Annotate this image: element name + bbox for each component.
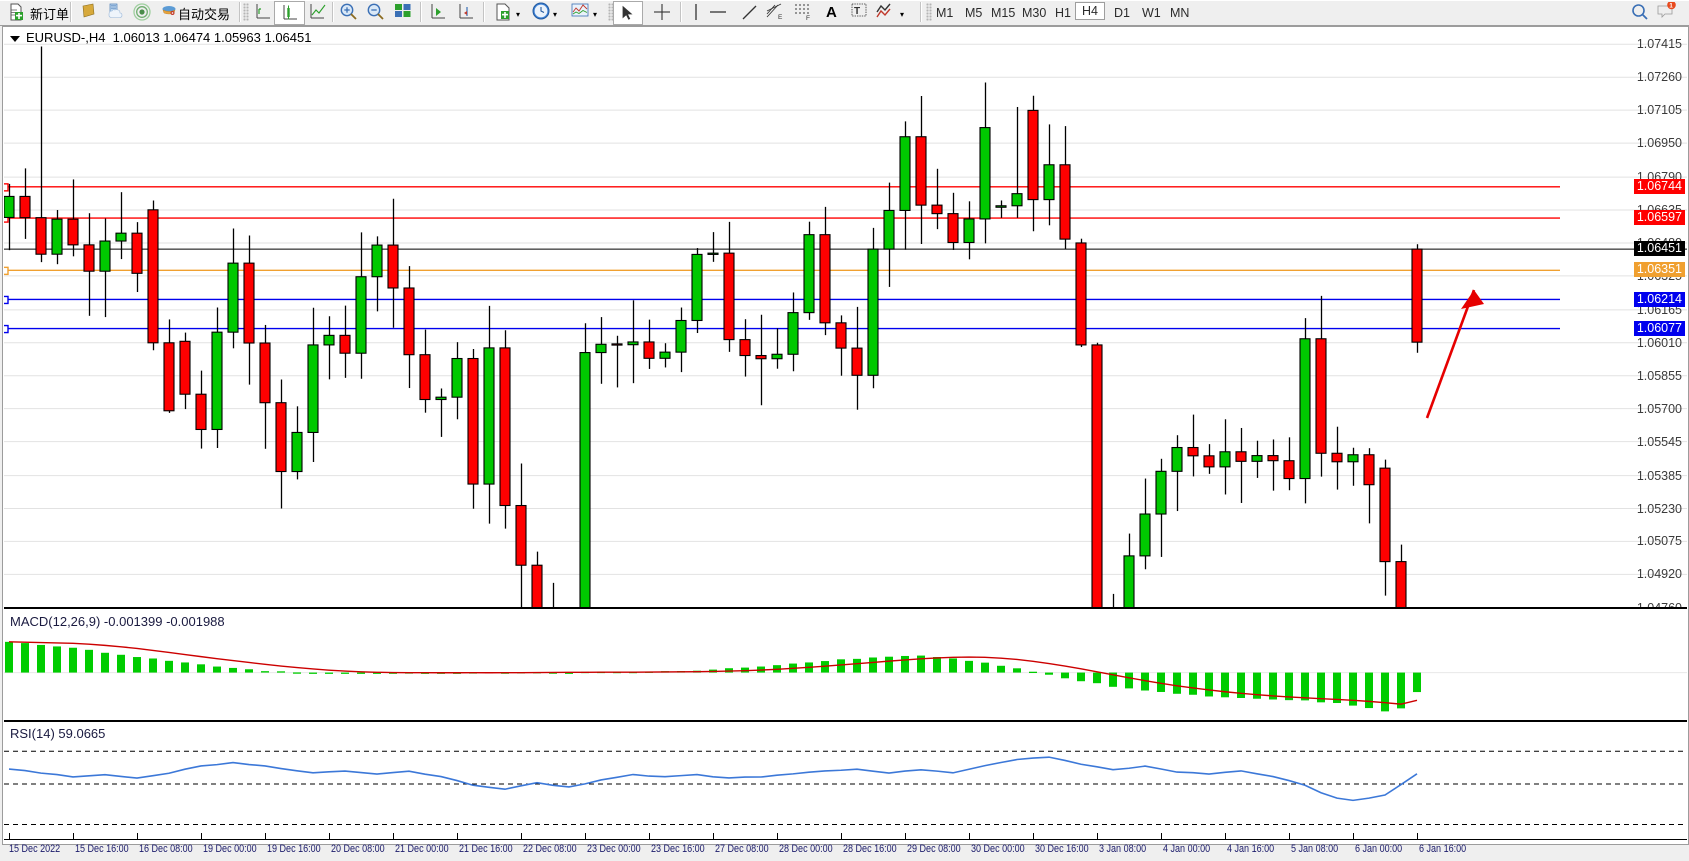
svg-text:T: T (854, 6, 860, 17)
svg-text:E: E (778, 14, 783, 21)
svg-text:F: F (806, 15, 810, 22)
svg-text:1: 1 (1669, 2, 1673, 9)
